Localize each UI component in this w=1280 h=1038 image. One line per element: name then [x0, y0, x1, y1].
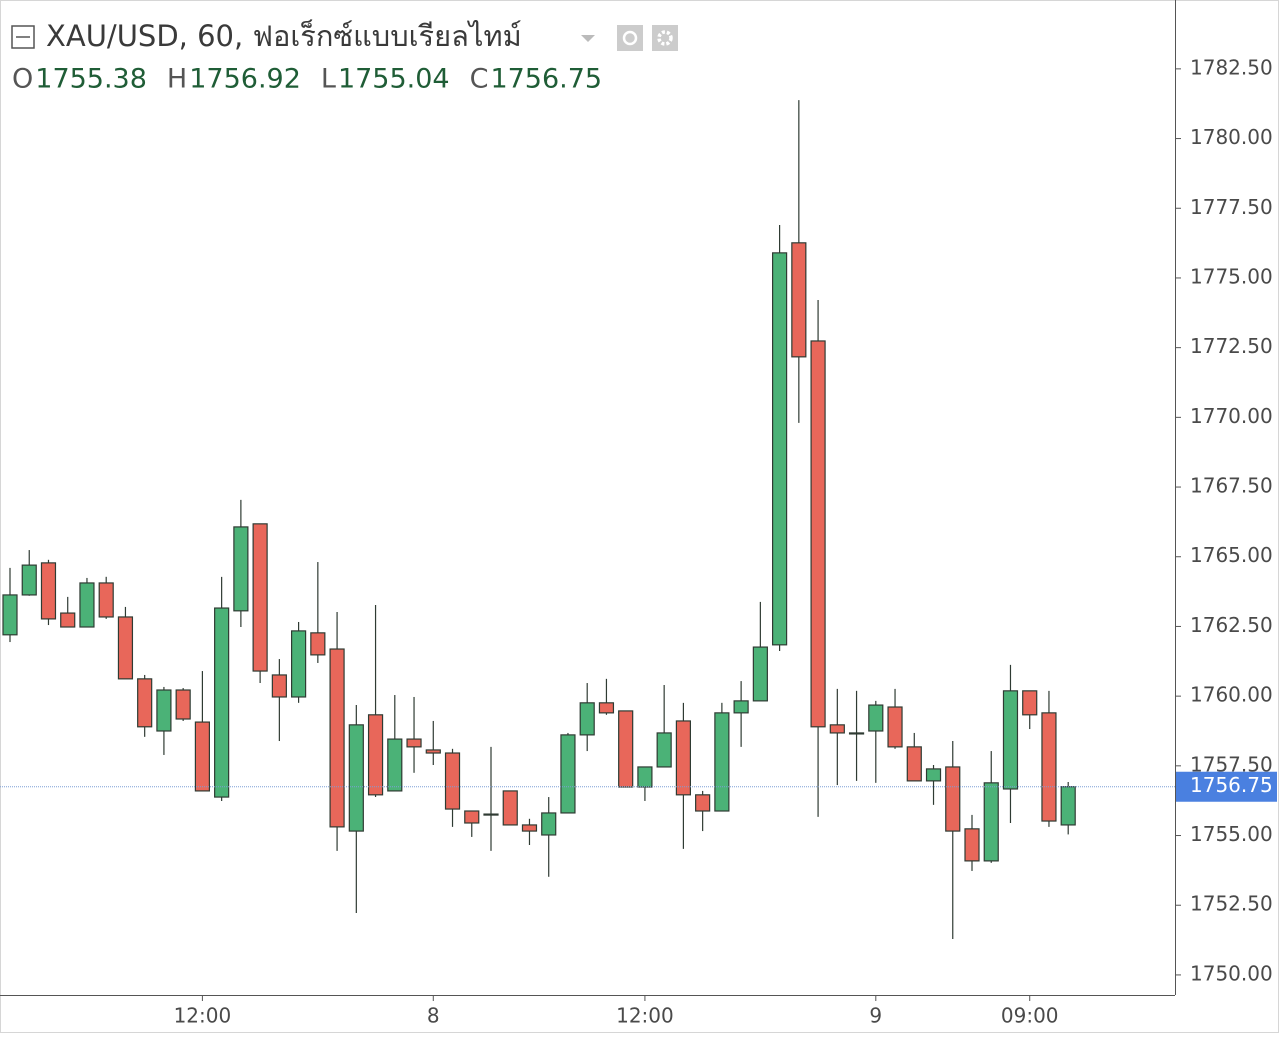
candle-body [406, 738, 422, 748]
candle-body [560, 734, 576, 814]
y-tick-label: 1762.50 [1190, 613, 1273, 637]
candle-body [291, 630, 307, 698]
candle-body [271, 674, 287, 698]
candle-body [848, 732, 865, 735]
candle-body [541, 812, 557, 836]
candle-body [906, 746, 922, 782]
candle-body [156, 689, 172, 732]
y-tick-label: 1782.50 [1190, 55, 1273, 79]
candle-body [810, 340, 826, 728]
candle-body [98, 582, 114, 618]
candle-body [1060, 786, 1076, 826]
candle-body [887, 706, 903, 748]
x-tick-label: 12:00 [616, 1004, 674, 1028]
candle-body [233, 526, 249, 612]
candle-body [348, 724, 364, 832]
candle-body [387, 738, 403, 792]
y-tick-label: 1772.50 [1190, 334, 1273, 358]
candle-body [925, 768, 942, 782]
x-tick-label: 8 [427, 1004, 440, 1028]
candle-body [40, 562, 57, 620]
candle-body [252, 523, 268, 672]
candle-body [637, 766, 653, 788]
candle-body [579, 702, 595, 736]
candle-body [329, 648, 345, 828]
collapse-button[interactable] [11, 25, 35, 49]
y-tick-label: 1775.00 [1190, 264, 1273, 288]
candle-body [1002, 690, 1019, 790]
gear-icon [657, 30, 673, 46]
candle-body [464, 810, 480, 824]
dropdown-arrow[interactable] [581, 35, 595, 42]
y-tick-label: 1755.00 [1190, 822, 1273, 846]
eye-icon [622, 30, 638, 46]
candle-body [791, 242, 807, 358]
ohlc-value: 1755.04 [338, 64, 450, 95]
candle-body [117, 616, 134, 680]
ohlc-label: O [12, 64, 33, 95]
y-tick-label: 1765.00 [1190, 543, 1273, 567]
y-tick-label: 1767.50 [1190, 474, 1273, 498]
ohlc-value: 1755.38 [35, 64, 147, 95]
candle-body [79, 582, 95, 628]
candle-body [964, 828, 980, 862]
candle-body [695, 794, 711, 812]
y-tick-label: 1777.50 [1190, 195, 1273, 219]
candle-body [598, 702, 615, 714]
x-tick-label: 9 [869, 1004, 882, 1028]
candle-body [945, 766, 961, 832]
y-tick-label: 1760.00 [1190, 683, 1273, 707]
candle-body [868, 704, 884, 732]
candle-body [733, 700, 749, 714]
candle-body [310, 632, 326, 656]
visibility-button[interactable] [617, 25, 643, 51]
candle-body [214, 607, 230, 798]
candle-body [829, 724, 845, 734]
ohlc-value: 1756.92 [189, 64, 301, 95]
last-price-tag [1176, 771, 1277, 802]
candle-body [714, 712, 730, 812]
last-price-label: 1756.75 [1190, 773, 1273, 797]
candle-body [60, 612, 76, 628]
ohlc-label: C [470, 64, 489, 95]
candle-body [1022, 690, 1038, 716]
x-tick-label: 12:00 [174, 1004, 232, 1028]
candle-body [194, 721, 210, 792]
candle-body [502, 790, 518, 826]
header: XAU/USD, 60, ฟอเร็กซ์แบบเรียลไทม์ [11, 18, 678, 53]
ohlc-label: H [167, 64, 187, 95]
ohlc-label: L [321, 64, 336, 95]
candle-body [752, 646, 768, 702]
x-tick-label: 09:00 [1001, 1004, 1059, 1028]
ohlc-value: 1756.75 [490, 64, 602, 95]
settings-button[interactable] [652, 25, 678, 51]
y-tick-label: 1750.00 [1190, 961, 1273, 985]
chart-title: XAU/USD, 60, ฟอเร็กซ์แบบเรียลไทม์ [46, 18, 522, 53]
candle-body [983, 782, 999, 862]
y-tick-label: 1770.00 [1190, 404, 1273, 428]
candle-body [21, 564, 37, 596]
candle-body [521, 824, 538, 832]
candle-body [444, 752, 461, 810]
candle-body [483, 813, 499, 816]
candle-body [618, 710, 634, 788]
candle-body [137, 678, 153, 728]
y-tick-label: 1780.00 [1190, 125, 1273, 149]
candle-body [425, 749, 441, 754]
candle-body [367, 714, 384, 796]
candle-body [1041, 712, 1057, 822]
candle-body [771, 252, 788, 646]
candle-body [656, 732, 672, 768]
candle-body [2, 594, 18, 636]
candle-body [675, 720, 692, 796]
y-tick-label: 1752.50 [1190, 892, 1273, 916]
candle-body [175, 689, 191, 720]
